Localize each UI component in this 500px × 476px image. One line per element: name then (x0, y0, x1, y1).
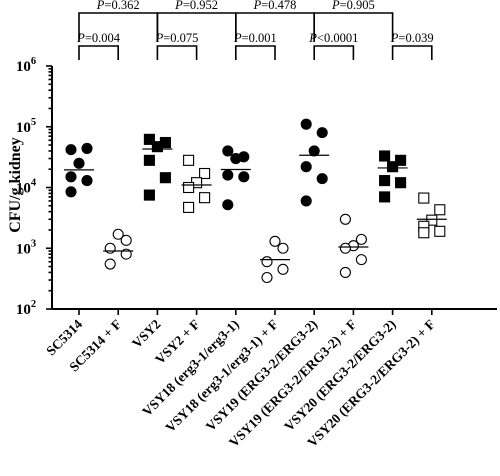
axes (51, 66, 497, 310)
p-value-label: P=0.905 (331, 0, 375, 12)
y-ticks: 102 103 104 105 106 (16, 56, 52, 318)
data-point (159, 172, 171, 184)
p-value-label: P=0.362 (96, 0, 140, 12)
p-value-label: P=0.952 (174, 0, 218, 12)
data-point (183, 154, 195, 166)
data-point (269, 235, 281, 247)
data-point (222, 199, 234, 211)
y-tick-label: 105 (16, 117, 36, 136)
data-point (355, 254, 367, 266)
data-point (199, 192, 211, 204)
data-point (151, 141, 163, 153)
data-points (65, 118, 446, 284)
data-point (230, 152, 242, 165)
data-point (300, 118, 312, 130)
data-point (81, 142, 93, 154)
data-point (65, 171, 77, 183)
comparison-bracket (78, 45, 119, 60)
p-value-label: P=0.001 (233, 31, 277, 45)
comparison-bracket (313, 12, 394, 42)
data-point (277, 263, 289, 275)
data-point (316, 173, 328, 185)
data-point (339, 213, 351, 225)
data-point (316, 127, 328, 139)
data-point (339, 266, 351, 278)
data-point (199, 167, 211, 180)
y-tick-label: 102 (16, 299, 36, 318)
data-point (104, 258, 116, 270)
data-point (300, 195, 312, 207)
data-point (434, 225, 446, 237)
y-axis-label: CFU/g kidney (7, 137, 24, 233)
data-point (73, 157, 85, 169)
data-point (339, 242, 351, 254)
data-point (65, 186, 77, 198)
data-point (277, 242, 289, 254)
data-point (379, 175, 391, 187)
data-point (238, 171, 250, 183)
median-lines (64, 148, 447, 261)
data-point (143, 189, 155, 201)
p-value-label: P=0.075 (155, 31, 199, 45)
data-point (387, 161, 399, 173)
data-point (143, 154, 155, 166)
data-point (120, 234, 132, 246)
y-tick-label: 104 (16, 178, 37, 197)
x-tick-label: VSY2 (129, 316, 164, 351)
data-point (379, 150, 391, 162)
data-point (222, 169, 234, 181)
data-point (104, 242, 116, 254)
data-point (183, 181, 195, 194)
data-point (300, 161, 312, 173)
data-point (261, 271, 273, 284)
data-point (183, 201, 195, 213)
data-point (143, 133, 155, 145)
data-point (222, 145, 234, 157)
data-point (395, 177, 407, 189)
data-point (434, 204, 446, 216)
p-value-label: P=0.478 (253, 0, 297, 12)
p-value-label: P=0.004 (76, 31, 121, 45)
comparison-bracket (235, 45, 276, 60)
data-point (65, 144, 77, 156)
comparison-brackets: P=0.004 P=0.075 P=0.001 P<0.0001 P=0.039 P=0.… (76, 0, 434, 60)
data-point (112, 228, 124, 240)
y-tick-label: 103 (16, 238, 36, 257)
p-value-label: P=0.039 (390, 31, 434, 45)
data-point (426, 214, 438, 226)
comparison-bracket (391, 45, 433, 60)
comparison-bracket (313, 45, 355, 60)
data-point (395, 154, 407, 166)
data-point (418, 192, 430, 204)
comparison-bracket (156, 45, 198, 60)
y-tick-label: 106 (16, 56, 36, 75)
data-point (379, 191, 391, 203)
data-point (418, 227, 430, 239)
data-point (120, 248, 132, 260)
p-value-label: P<0.0001 (308, 31, 358, 45)
data-point (355, 233, 367, 245)
data-point (261, 256, 273, 268)
data-point (81, 175, 93, 187)
data-point (308, 145, 320, 157)
